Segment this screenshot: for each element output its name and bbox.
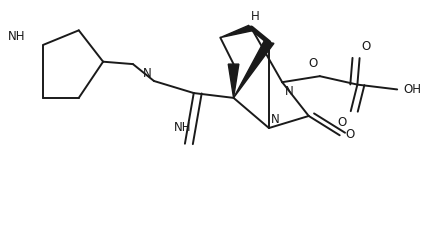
Text: H: H xyxy=(251,10,260,23)
Text: O: O xyxy=(362,40,371,53)
Text: N: N xyxy=(284,85,293,98)
Text: N: N xyxy=(271,113,280,126)
Polygon shape xyxy=(220,25,254,38)
Text: NH: NH xyxy=(8,30,26,43)
Text: OH: OH xyxy=(404,83,422,96)
Text: O: O xyxy=(345,128,354,141)
Text: N: N xyxy=(143,67,152,80)
Text: NH: NH xyxy=(174,121,191,134)
Polygon shape xyxy=(234,41,274,98)
Text: O: O xyxy=(337,116,346,129)
Text: O: O xyxy=(308,57,318,70)
Polygon shape xyxy=(228,64,239,98)
